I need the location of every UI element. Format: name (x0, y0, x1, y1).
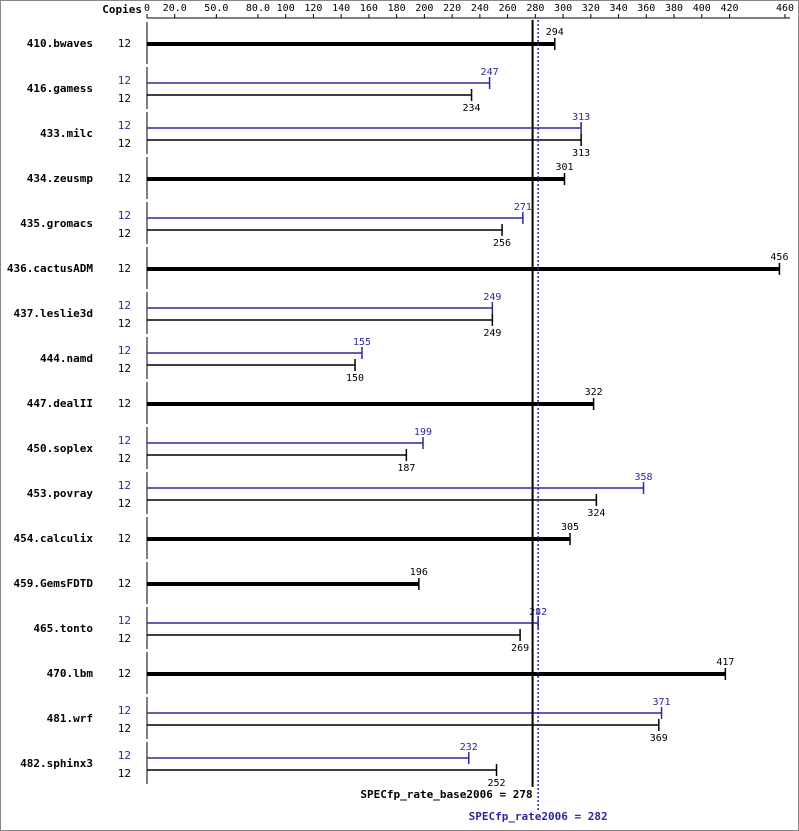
value-label: 155 (353, 337, 371, 348)
benchmark-label: 434.zeusmp (27, 172, 94, 185)
copies-label: 12 (118, 209, 131, 222)
value-label: 322 (585, 387, 603, 398)
value-label: 269 (511, 643, 529, 654)
copies-label: 12 (118, 497, 131, 510)
value-label: 256 (493, 238, 511, 249)
x-tick-label: 300 (554, 3, 572, 14)
x-tick-label: 180 (388, 3, 406, 14)
copies-label: 12 (118, 37, 131, 50)
x-tick-label: 400 (693, 3, 711, 14)
x-tick-label: 320 (582, 3, 600, 14)
value-label: 313 (572, 148, 590, 159)
copies-label: 12 (118, 119, 131, 132)
copies-label: 12 (118, 632, 131, 645)
x-tick-label: 460 (776, 3, 794, 14)
copies-label: 12 (118, 577, 131, 590)
reference-label: SPECfp_rate2006 = 282 (469, 810, 608, 823)
copies-label: 12 (118, 262, 131, 275)
value-label: 234 (463, 103, 481, 114)
value-label: 371 (653, 697, 671, 708)
x-tick-label: 160 (360, 3, 378, 14)
value-label: 324 (587, 508, 605, 519)
benchmark-label: 453.povray (27, 487, 94, 500)
x-tick-label: 80.0 (246, 3, 270, 14)
x-tick-label: 260 (499, 3, 517, 14)
copies-label: 12 (118, 479, 131, 492)
copies-label: 12 (118, 227, 131, 240)
copies-label: 12 (118, 749, 131, 762)
copies-label: 12 (118, 532, 131, 545)
benchmark-label: 470.lbm (47, 667, 94, 680)
x-tick-label: 220 (443, 3, 461, 14)
value-label: 313 (572, 112, 590, 123)
copies-label: 12 (118, 172, 131, 185)
copies-label: 12 (118, 137, 131, 150)
reference-label: SPECfp_rate_base2006 = 278 (360, 788, 532, 801)
x-tick-label: 340 (610, 3, 628, 14)
copies-label: 12 (118, 344, 131, 357)
copies-label: 12 (118, 434, 131, 447)
x-tick-label: 240 (471, 3, 489, 14)
copies-label: 12 (118, 299, 131, 312)
copies-header: Copies (102, 3, 142, 16)
copies-label: 12 (118, 317, 131, 330)
x-tick-label: 20.0 (163, 3, 187, 14)
copies-label: 12 (118, 704, 131, 717)
value-label: 417 (716, 657, 734, 668)
value-label: 358 (634, 472, 652, 483)
x-tick-label: 50.0 (204, 3, 228, 14)
value-label: 249 (483, 292, 501, 303)
benchmark-label: 459.GemsFDTD (14, 577, 94, 590)
x-tick-label: 0 (144, 3, 150, 14)
value-label: 247 (481, 67, 499, 78)
value-label: 456 (770, 252, 788, 263)
x-tick-label: 120 (304, 3, 322, 14)
copies-label: 12 (118, 362, 131, 375)
copies-label: 12 (118, 92, 131, 105)
benchmark-label: 437.leslie3d (14, 307, 93, 320)
copies-label: 12 (118, 614, 131, 627)
benchmark-label: 410.bwaves (27, 37, 93, 50)
value-label: 232 (460, 742, 478, 753)
value-label: 199 (414, 427, 432, 438)
benchmark-label: 482.sphinx3 (20, 757, 93, 770)
x-tick-label: 140 (332, 3, 350, 14)
x-tick-label: 380 (665, 3, 683, 14)
x-tick-label: 100 (277, 3, 295, 14)
benchmark-label: 416.gamess (27, 82, 93, 95)
x-tick-label: 200 (415, 3, 433, 14)
copies-label: 12 (118, 722, 131, 735)
value-label: 150 (346, 373, 364, 384)
benchmark-label: 444.namd (40, 352, 93, 365)
benchmark-label: 450.soplex (27, 442, 94, 455)
value-label: 305 (561, 522, 579, 533)
benchmark-label: 465.tonto (33, 622, 93, 635)
benchmark-label: 433.milc (40, 127, 93, 140)
copies-label: 12 (118, 74, 131, 87)
benchmark-label: 447.dealII (27, 397, 93, 410)
value-label: 294 (546, 27, 564, 38)
copies-label: 12 (118, 397, 131, 410)
copies-label: 12 (118, 667, 131, 680)
copies-label: 12 (118, 767, 131, 780)
copies-label: 12 (118, 452, 131, 465)
value-label: 301 (555, 162, 573, 173)
benchmark-label: 435.gromacs (20, 217, 93, 230)
value-label: 249 (483, 328, 501, 339)
x-tick-label: 420 (720, 3, 738, 14)
benchmark-label: 454.calculix (14, 532, 94, 545)
benchmark-label: 481.wrf (47, 712, 93, 725)
value-label: 271 (514, 202, 532, 213)
value-label: 252 (487, 778, 505, 789)
x-tick-label: 360 (637, 3, 655, 14)
value-label: 196 (410, 567, 428, 578)
x-tick-label: 280 (526, 3, 544, 14)
value-label: 187 (397, 463, 415, 474)
benchmark-label: 436.cactusADM (7, 262, 93, 275)
value-label: 369 (650, 733, 668, 744)
